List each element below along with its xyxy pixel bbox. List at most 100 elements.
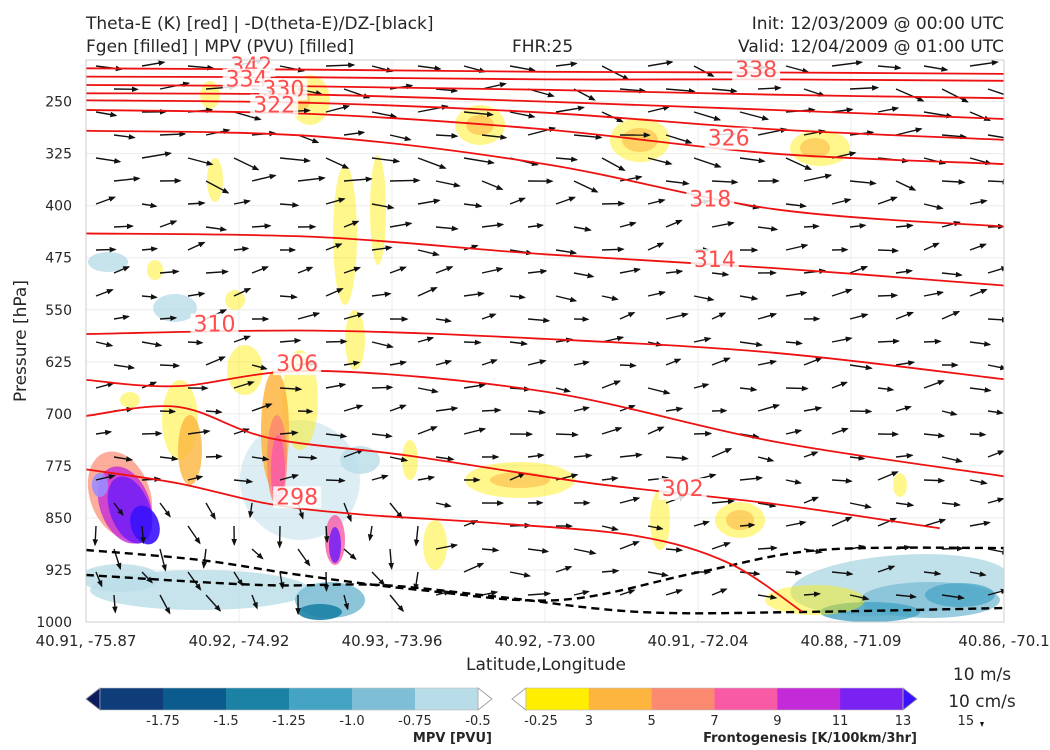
field-blob <box>207 158 223 202</box>
wind-arrow <box>279 157 311 164</box>
wind-arrow <box>509 111 536 119</box>
y-axis-label: Pressure [hPa] <box>11 280 31 402</box>
wind-arrow <box>757 594 778 600</box>
wind-arrow <box>92 525 99 547</box>
wind-arrow <box>711 588 728 596</box>
colorbar-tick-label: 7 <box>710 714 718 729</box>
wind-arrow <box>555 61 578 67</box>
wind-arrow <box>665 312 689 320</box>
wind-arrow <box>969 288 988 297</box>
wind-arrow <box>555 295 578 303</box>
theta-e-label: 326 <box>708 127 750 152</box>
wind-arrow <box>279 293 298 300</box>
wind-arrow <box>205 269 229 275</box>
field-blob <box>147 260 163 280</box>
field-blob <box>227 345 263 395</box>
wind-arrow <box>251 455 270 462</box>
wind-arrow <box>739 475 764 482</box>
wind-arrow <box>969 520 991 527</box>
wind-arrow <box>435 225 459 232</box>
wind-arrow <box>665 219 683 228</box>
wind-arrow <box>297 454 318 461</box>
field-blob <box>370 155 386 265</box>
wind-arrow <box>159 269 180 275</box>
wind-arrow <box>509 294 526 300</box>
wind-arrow <box>389 134 412 142</box>
wind-arrow <box>573 272 595 279</box>
wind-arrow <box>849 594 870 601</box>
wind-arrow <box>601 525 619 532</box>
wind-arrow <box>647 105 671 113</box>
wind-arrow <box>205 408 223 415</box>
wind-arrow <box>647 525 664 531</box>
field-blob <box>800 138 830 158</box>
init-time: Init: 12/03/2009 @ 00:00 UTC <box>751 14 1004 34</box>
wind-arrow <box>987 178 1004 185</box>
wind-arrow <box>417 426 438 435</box>
wind-arrow <box>693 520 710 527</box>
field-blob <box>893 473 907 497</box>
wind-arrow <box>435 87 459 94</box>
wind-arrow <box>895 405 912 412</box>
wind-arrow <box>371 291 392 298</box>
wind-arrow <box>141 60 166 67</box>
wind-arrow <box>693 65 715 77</box>
wind-arrow <box>279 386 303 392</box>
wind-arrow <box>849 364 873 371</box>
theta-e-label: 322 <box>253 93 295 118</box>
wind-arrow <box>279 430 299 436</box>
theta-e-label: 338 <box>735 58 777 83</box>
wind-arrow <box>527 317 551 324</box>
wind-arrow <box>371 474 389 481</box>
wind-arrow <box>325 477 346 484</box>
y-tick-label: 250 <box>45 95 72 111</box>
wind-arrow <box>95 382 115 389</box>
wind-arrow <box>417 249 440 257</box>
wind-arrow <box>325 433 348 439</box>
field-blob <box>402 440 418 480</box>
field-blob <box>329 527 341 563</box>
wind-arrow <box>941 179 966 185</box>
wind-arrow <box>417 198 441 205</box>
wind-arrow <box>325 104 351 113</box>
forecast-hour: FHR:25 <box>512 37 574 57</box>
y-tick-label: 625 <box>45 355 72 371</box>
wind-arrow <box>343 360 361 367</box>
colorbar-swatch <box>651 688 715 710</box>
wind-arrow <box>325 382 347 389</box>
wind-arrow <box>647 290 667 297</box>
wind-arrow <box>849 223 867 229</box>
wind-key-vertical: 10 cm/s <box>948 692 1016 712</box>
wind-arrow <box>665 269 684 275</box>
wind-arrow <box>987 364 1004 371</box>
wind-arrow <box>941 501 961 508</box>
wind-arrow <box>647 198 666 205</box>
wind-arrow <box>785 157 812 171</box>
wind-arrow <box>297 175 326 182</box>
wind-arrow <box>417 287 438 297</box>
wind-arrow <box>95 111 118 118</box>
theta-e-label-bg <box>273 353 322 376</box>
wind-arrow <box>233 478 254 485</box>
wind-arrow <box>757 85 782 91</box>
y-tick-label: 325 <box>45 147 72 163</box>
wind-arrow <box>435 359 453 366</box>
wind-arrow <box>417 387 439 394</box>
wind-arrow <box>877 64 902 71</box>
wind-arrow <box>371 384 394 391</box>
wind-arrow <box>831 288 853 297</box>
theta-e-label-bg <box>690 249 739 272</box>
wind-arrow <box>463 562 485 573</box>
theta-e-label-bg <box>273 486 322 509</box>
wind-arrow <box>389 456 409 463</box>
theta-e-label: 310 <box>194 313 236 338</box>
wind-arrow <box>325 243 343 251</box>
wind-arrow <box>233 428 251 435</box>
wind-arrow <box>205 502 216 520</box>
wind-arrow <box>509 197 526 205</box>
wind-arrow <box>251 223 272 229</box>
wind-arrow <box>527 359 547 366</box>
field-blob <box>490 472 550 488</box>
wind-arrow <box>923 290 945 297</box>
colorbar-tick-label: 15 <box>958 714 975 729</box>
